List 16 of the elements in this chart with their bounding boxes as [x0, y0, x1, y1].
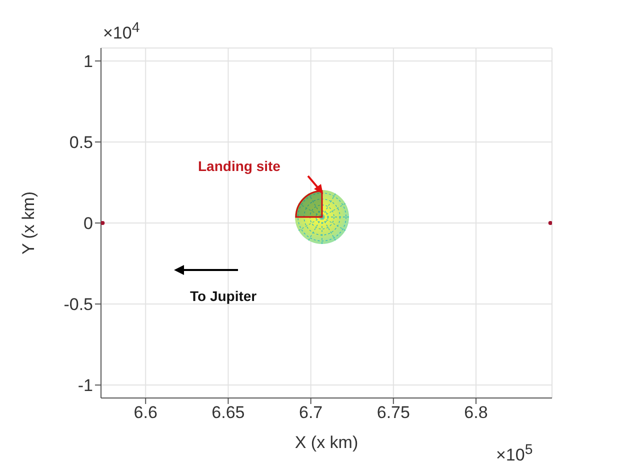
x-tick-label: 6.7	[298, 403, 323, 422]
text: ×10$^{4}$	[103, 20, 140, 44]
y-tick-label: 0	[84, 214, 93, 234]
x-axis-title: X (x km)	[294, 433, 358, 452]
y-axis-title: Y (x km)	[19, 192, 38, 254]
x-tick-label: 6.6	[134, 403, 158, 422]
x-tick-label: 6.65	[212, 403, 245, 422]
y-tick-label: 0.5	[69, 133, 93, 152]
annotation: To Jupiter	[190, 288, 257, 304]
x-tick-label: 6.75	[376, 403, 410, 422]
y-tick-label: -0.5	[64, 295, 93, 314]
text: ×10$^{5}$	[496, 442, 533, 466]
x-tick-label: 6.8	[464, 403, 488, 422]
annotation: Landing site	[198, 158, 280, 174]
y-tick-label: -1	[78, 376, 93, 396]
y-tick-label: 1	[84, 52, 93, 71]
